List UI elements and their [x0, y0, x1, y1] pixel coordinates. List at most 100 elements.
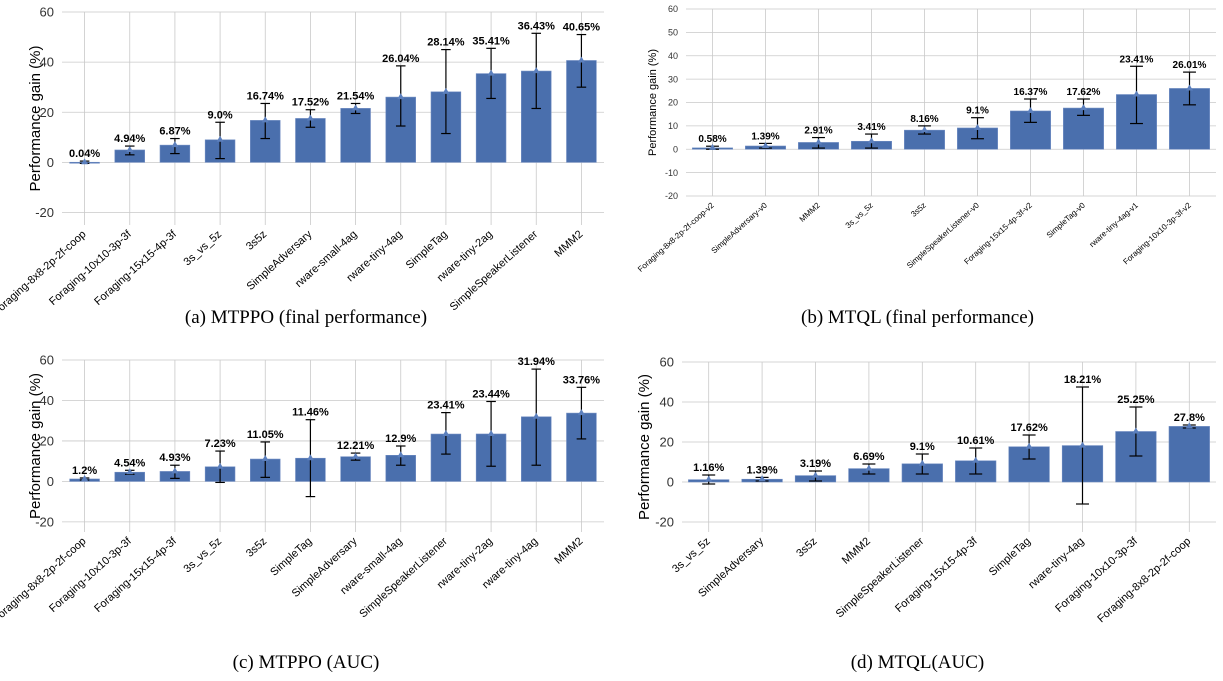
- mean-marker: [815, 138, 822, 145]
- value-label: 12.9%: [385, 433, 416, 445]
- mean-marker: [865, 464, 873, 471]
- value-label: 9.1%: [966, 106, 989, 117]
- y-axis-label: Performance gain (%): [27, 373, 44, 519]
- value-label: 26.04%: [382, 53, 420, 65]
- value-label: 27.8%: [1174, 412, 1205, 424]
- value-label: 0.58%: [698, 134, 726, 145]
- value-label: 23.41%: [1120, 54, 1154, 65]
- mean-marker: [352, 104, 360, 111]
- value-label: 21.54%: [337, 90, 375, 102]
- x-tick-label: Foraging-10x10-3p-3f: [47, 535, 134, 615]
- caption-b: (b) MTQL (final performance): [801, 307, 1034, 328]
- value-label: 16.37%: [1014, 87, 1048, 98]
- caption-d: (d) MTQL(AUC): [850, 652, 985, 673]
- value-label: 1.16%: [693, 462, 724, 474]
- x-tick-label: rware-tiny-4ag: [1026, 535, 1086, 591]
- mean-marker: [216, 135, 224, 142]
- mean-marker: [577, 409, 585, 416]
- value-label: 23.41%: [427, 400, 465, 412]
- mean-marker: [352, 452, 360, 459]
- mean-marker: [532, 67, 540, 74]
- mean-marker: [306, 114, 314, 121]
- y-tick-label: 60: [668, 4, 678, 14]
- mean-marker: [1132, 427, 1140, 434]
- value-label: 9.1%: [910, 441, 935, 453]
- chart-c: -20 0 20 40 60 Performance gain (%) 1.2% 4.54% 4…: [0, 353, 604, 625]
- mean-marker: [532, 412, 540, 419]
- y-tick-label: 20: [660, 435, 674, 450]
- mean-marker: [1080, 104, 1087, 111]
- mean-marker: [705, 475, 713, 482]
- mean-marker: [81, 474, 89, 481]
- value-label: 16.74%: [247, 90, 285, 102]
- mean-marker: [1025, 442, 1033, 449]
- x-tick-label: Foraging-15x15-4p-3f: [92, 535, 179, 615]
- y-tick-label: 0: [673, 144, 678, 154]
- chart-b: -20 -10 0 10 20 30 40 50 60 Performance gain (%) 0…: [636, 4, 1216, 274]
- mean-marker: [974, 123, 981, 130]
- value-label: 26.01%: [1173, 60, 1207, 71]
- x-tick-label: SimpleSpeakerListener: [834, 535, 927, 620]
- mean-marker: [126, 145, 134, 152]
- y-tick-label: 40: [668, 51, 678, 61]
- x-tick-label: SimpleTag: [404, 228, 450, 271]
- value-label: 18.21%: [1064, 374, 1102, 386]
- x-tick-label: SimpleAdversary-v0: [710, 200, 770, 255]
- mean-marker: [126, 468, 134, 475]
- x-tick-label: MMM2: [798, 200, 823, 223]
- value-label: 17.62%: [1010, 422, 1048, 434]
- mean-marker: [261, 455, 269, 462]
- y-tick-label: -20: [35, 514, 54, 529]
- mean-marker: [171, 141, 179, 148]
- y-tick-label: -10: [665, 168, 678, 178]
- chart-panel-c: -20 0 20 40 60 Performance gain (%) 1.2% 4.54% 4…: [0, 340, 612, 681]
- mean-marker: [921, 126, 928, 133]
- x-tick-label: MMM2: [552, 535, 585, 566]
- mean-marker: [1027, 106, 1034, 113]
- value-label: 36.43%: [518, 20, 556, 32]
- y-tick-label: -20: [665, 191, 678, 201]
- y-tick-label: 30: [668, 74, 678, 84]
- value-label: 9.0%: [208, 109, 233, 121]
- x-tick-label: 3s5z: [244, 228, 269, 252]
- x-tick-label: 3s5z: [909, 201, 928, 219]
- y-tick-label: 10: [668, 121, 678, 131]
- value-label: 6.87%: [159, 126, 190, 138]
- value-label: 4.94%: [114, 133, 145, 145]
- x-tick-label: SimpleTag-v0: [1045, 200, 1087, 239]
- x-tick-label: 3s_vs_5z: [182, 535, 225, 575]
- mean-marker: [81, 158, 89, 165]
- mean-marker: [1186, 84, 1193, 91]
- mean-marker: [261, 116, 269, 123]
- mean-marker: [812, 471, 819, 478]
- chart-panel-b: -20 -10 0 10 20 30 40 50 60 Performance gain (%) 0…: [612, 0, 1223, 340]
- value-label: 17.62%: [1067, 87, 1101, 98]
- y-tick-label: 60: [40, 353, 54, 368]
- mean-marker: [972, 456, 980, 463]
- y-tick-label: 60: [660, 355, 674, 370]
- x-tick-label: 3s_vs_5z: [182, 228, 225, 268]
- mean-marker: [577, 56, 585, 63]
- y-tick-label: 40: [40, 393, 54, 408]
- mean-marker: [709, 143, 716, 150]
- y-tick-label: 0: [47, 474, 54, 489]
- value-label: 40.65%: [563, 22, 601, 34]
- mean-marker: [216, 462, 224, 469]
- y-axis-label: Performance gain (%): [647, 49, 659, 156]
- mean-marker: [487, 69, 495, 76]
- bar: [340, 108, 371, 163]
- value-label: 28.14%: [427, 37, 465, 49]
- value-label: 17.52%: [292, 97, 330, 109]
- value-label: 8.16%: [910, 114, 938, 125]
- y-tick-label: -20: [655, 515, 674, 530]
- value-label: 11.46%: [292, 407, 329, 419]
- y-tick-label: 40: [660, 395, 674, 410]
- x-tick-label: rware-tiny-4ag-v1: [1088, 200, 1141, 249]
- value-label: 35.41%: [472, 35, 510, 47]
- mean-marker: [758, 475, 766, 482]
- value-label: 7.23%: [204, 438, 235, 450]
- value-label: 12.21%: [337, 440, 375, 452]
- value-label: 4.93%: [159, 452, 190, 464]
- mean-marker: [306, 454, 314, 461]
- x-tick-label: 3s5z: [244, 535, 269, 559]
